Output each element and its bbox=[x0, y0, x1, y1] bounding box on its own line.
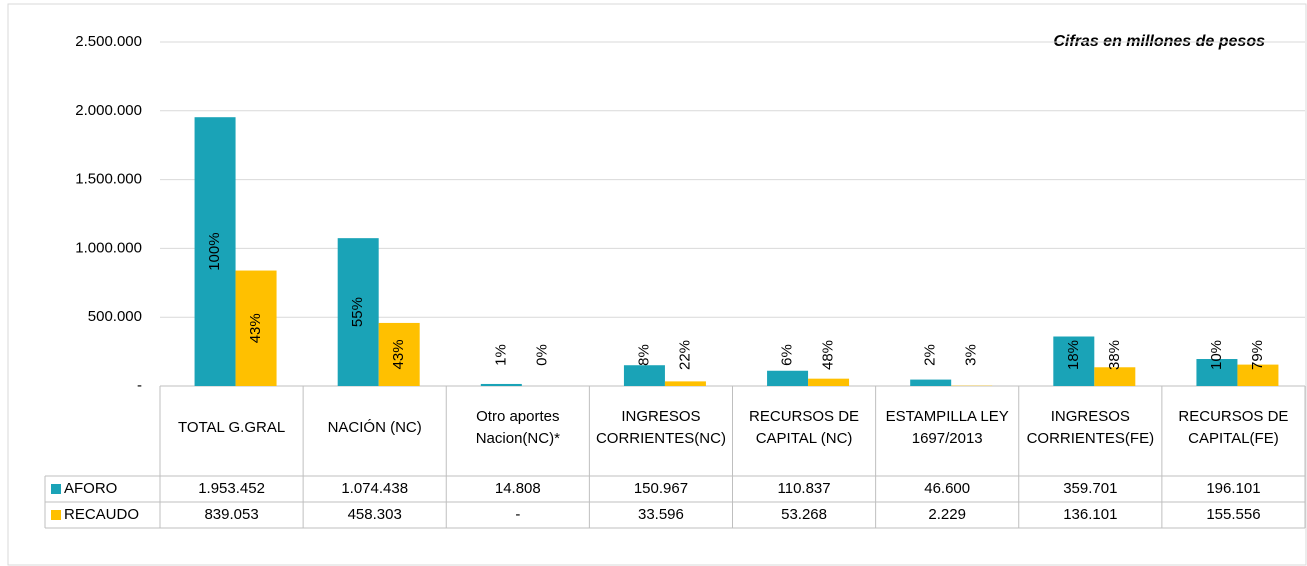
bar bbox=[623, 365, 665, 386]
table-value: 359.701 bbox=[1063, 480, 1117, 497]
legend-label: RECAUDO bbox=[64, 506, 139, 523]
table-value: 1.074.438 bbox=[341, 480, 408, 497]
percent-label: 3% bbox=[963, 344, 980, 366]
y-tick-label: 2.500.000 bbox=[75, 33, 142, 50]
legend-swatch bbox=[51, 484, 61, 494]
table-value: 53.268 bbox=[781, 506, 827, 523]
table-value: 196.101 bbox=[1206, 480, 1260, 497]
percent-label: 55% bbox=[349, 297, 366, 327]
table-value: 136.101 bbox=[1063, 506, 1117, 523]
bar bbox=[808, 378, 850, 386]
percent-label: 48% bbox=[820, 340, 837, 370]
table-value: 2.229 bbox=[928, 506, 966, 523]
bar bbox=[1094, 367, 1136, 386]
percent-label: 10% bbox=[1208, 340, 1225, 370]
percent-label: 2% bbox=[922, 344, 939, 366]
bar bbox=[1053, 336, 1095, 386]
y-tick-label: 1.000.000 bbox=[75, 239, 142, 256]
percent-label: 38% bbox=[1106, 340, 1123, 370]
category-label: RECURSOS DE CAPITAL (NC) bbox=[749, 408, 860, 447]
table-value: - bbox=[515, 506, 520, 523]
bar bbox=[480, 383, 522, 386]
y-tick-label: - bbox=[137, 377, 142, 394]
y-tick-label: 500.000 bbox=[88, 308, 142, 325]
table-value: 33.596 bbox=[638, 506, 684, 523]
category-label: ESTAMPILLA LEY 1697/2013 bbox=[885, 408, 1009, 447]
table-value: 839.053 bbox=[204, 506, 258, 523]
category-label: RECURSOS DE CAPITAL(FE) bbox=[1178, 408, 1289, 447]
bar bbox=[235, 270, 277, 386]
bar bbox=[767, 370, 809, 386]
chart-border bbox=[7, 3, 1307, 566]
percent-label: 43% bbox=[247, 313, 264, 343]
bar bbox=[194, 117, 236, 386]
y-tick-label: 1.500.000 bbox=[75, 171, 142, 188]
table-value: 110.837 bbox=[778, 480, 831, 497]
percent-label: 79% bbox=[1249, 340, 1266, 370]
category-label: INGRESOS CORRIENTES(FE) bbox=[1026, 408, 1155, 447]
table-value: 14.808 bbox=[495, 480, 541, 497]
table-value: 46.600 bbox=[924, 480, 970, 497]
legend-swatch bbox=[51, 510, 61, 520]
percent-label: 43% bbox=[390, 339, 407, 369]
bar bbox=[378, 322, 420, 386]
bar bbox=[1237, 364, 1279, 386]
legend-label: AFORO bbox=[64, 480, 117, 497]
percent-label: 18% bbox=[1065, 340, 1082, 370]
category-label: Otro aportes Nacion(NC)* bbox=[475, 408, 560, 447]
table-value: 1.953.452 bbox=[198, 480, 265, 497]
bar bbox=[910, 379, 952, 386]
percent-label: 8% bbox=[635, 344, 652, 366]
percent-label: 1% bbox=[492, 344, 509, 366]
table-value: 458.303 bbox=[348, 506, 402, 523]
percent-label: 22% bbox=[676, 340, 693, 370]
percent-label: 100% bbox=[206, 232, 223, 270]
bar bbox=[1196, 359, 1238, 386]
table-value: 155.556 bbox=[1206, 506, 1260, 523]
table-value: 150.967 bbox=[634, 480, 688, 497]
percent-label: 6% bbox=[779, 344, 796, 366]
y-tick-label: 2.000.000 bbox=[75, 102, 142, 119]
category-label: INGRESOS CORRIENTES(NC) bbox=[595, 408, 726, 447]
bar bbox=[664, 381, 706, 386]
percent-label: 0% bbox=[533, 344, 550, 366]
bar bbox=[337, 238, 379, 386]
category-label: NACIÓN (NC) bbox=[327, 419, 422, 436]
category-label: TOTAL G.GRAL bbox=[177, 419, 286, 436]
